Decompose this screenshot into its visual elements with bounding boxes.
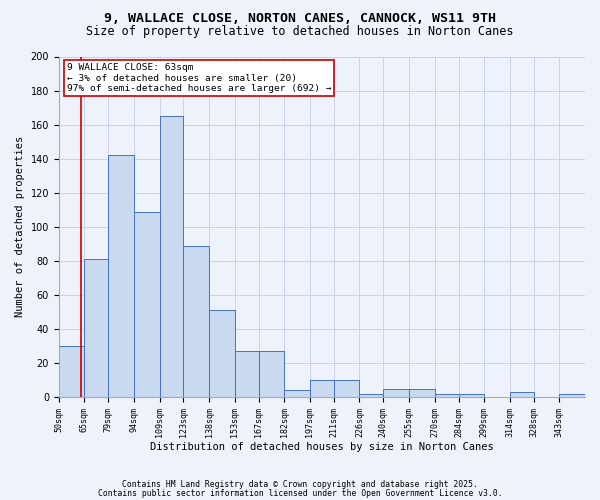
- Bar: [85, 259, 109, 397]
- Bar: [109, 156, 134, 397]
- Bar: [284, 390, 310, 397]
- Text: 9, WALLACE CLOSE, NORTON CANES, CANNOCK, WS11 9TH: 9, WALLACE CLOSE, NORTON CANES, CANNOCK,…: [104, 12, 496, 26]
- Bar: [359, 394, 383, 397]
- Bar: [310, 380, 334, 397]
- Text: Size of property relative to detached houses in Norton Canes: Size of property relative to detached ho…: [86, 25, 514, 38]
- Bar: [334, 380, 359, 397]
- Bar: [559, 394, 585, 397]
- Text: Contains HM Land Registry data © Crown copyright and database right 2025.: Contains HM Land Registry data © Crown c…: [122, 480, 478, 489]
- Bar: [458, 394, 484, 397]
- Bar: [409, 388, 434, 397]
- X-axis label: Distribution of detached houses by size in Norton Canes: Distribution of detached houses by size …: [150, 442, 494, 452]
- Bar: [209, 310, 235, 397]
- Y-axis label: Number of detached properties: Number of detached properties: [15, 136, 25, 318]
- Bar: [510, 392, 534, 397]
- Text: Contains public sector information licensed under the Open Government Licence v3: Contains public sector information licen…: [98, 488, 502, 498]
- Text: 9 WALLACE CLOSE: 63sqm
← 3% of detached houses are smaller (20)
97% of semi-deta: 9 WALLACE CLOSE: 63sqm ← 3% of detached …: [67, 64, 331, 93]
- Bar: [59, 346, 85, 397]
- Bar: [434, 394, 458, 397]
- Bar: [383, 388, 409, 397]
- Bar: [184, 246, 209, 397]
- Bar: [259, 351, 284, 397]
- Bar: [134, 212, 160, 397]
- Bar: [235, 351, 259, 397]
- Bar: [160, 116, 184, 397]
